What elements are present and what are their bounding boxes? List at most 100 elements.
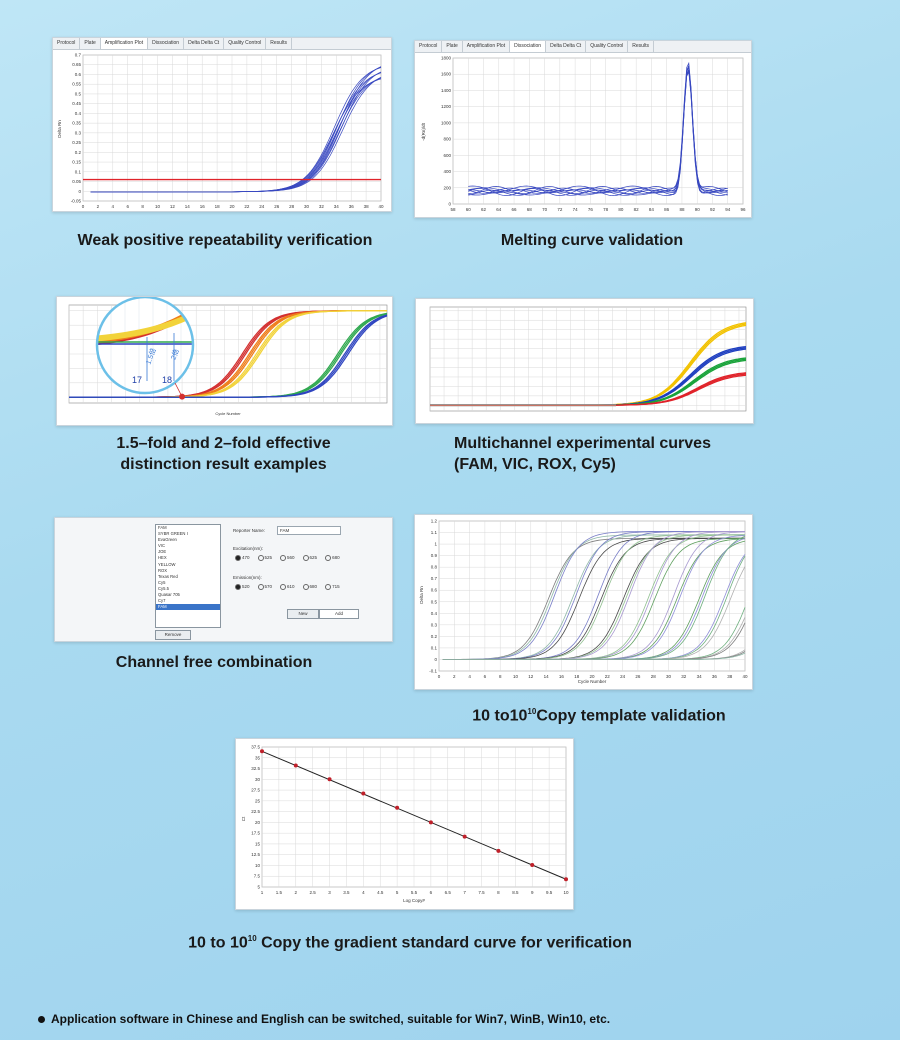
plot-area bbox=[429, 306, 747, 412]
channel-list-item[interactable]: JOE bbox=[158, 549, 167, 555]
y-tick-label: 0.5 bbox=[75, 91, 82, 96]
caption-multichannel-line2: (FAM, VIC, ROX, Cy5) bbox=[454, 456, 616, 473]
y-tick-label: 25 bbox=[255, 798, 261, 803]
tab-dissociation[interactable]: Dissociation bbox=[148, 38, 185, 49]
y-tick-label: -0.1 bbox=[429, 669, 437, 674]
channel-list-item[interactable]: Quasar 705 bbox=[158, 592, 180, 598]
channel-list-item[interactable]: FAM bbox=[158, 525, 167, 530]
y-tick-label: 0.1 bbox=[75, 169, 82, 174]
y-tick-label: 0.3 bbox=[75, 130, 82, 135]
tab-amplification-plot[interactable]: Amplification Plot bbox=[463, 41, 511, 52]
x-tick-label: 24 bbox=[620, 674, 626, 679]
tab-delta-delta-ct[interactable]: Delta Delta Ct bbox=[184, 38, 225, 49]
caption-fold: 1.5–fold and 2–fold effective distinctio… bbox=[56, 433, 391, 475]
tab-amplification-plot[interactable]: Amplification Plot bbox=[100, 38, 149, 49]
channel-list-item[interactable]: EvaGreen bbox=[158, 537, 177, 543]
x-tick-label: 10 bbox=[563, 890, 569, 895]
remove-button[interactable]: Remove bbox=[155, 630, 191, 640]
radio-option[interactable]: 610 bbox=[280, 584, 295, 590]
x-tick-label: 92 bbox=[710, 207, 716, 212]
radio-icon bbox=[235, 584, 241, 590]
channel-list-item[interactable]: Cy7 bbox=[158, 598, 166, 604]
x-tick-label: 22 bbox=[244, 204, 250, 209]
x-tick-label: 12 bbox=[170, 204, 176, 209]
x-tick-label: 70 bbox=[542, 207, 548, 212]
x-tick-label: 6.5 bbox=[445, 890, 452, 895]
tab-protocol[interactable]: Protocol bbox=[415, 41, 443, 52]
radio-icon bbox=[302, 555, 309, 561]
radio-option[interactable]: 680 bbox=[302, 584, 317, 590]
channel-list-item[interactable]: YELLOW bbox=[158, 561, 176, 567]
channel-list-item[interactable]: SYBR GREEN I bbox=[158, 531, 188, 537]
y-tick-label: 0.7 bbox=[431, 576, 438, 581]
y-tick-label: 0 bbox=[448, 202, 451, 207]
tab-dissociation[interactable]: Dissociation bbox=[510, 41, 547, 52]
y-tick-label: 0.2 bbox=[431, 634, 438, 639]
x-tick-label: 14 bbox=[185, 204, 191, 209]
tab-plate[interactable]: Plate bbox=[442, 41, 463, 52]
radio-option[interactable]: 560 bbox=[280, 555, 295, 561]
y-tick-label: 0.45 bbox=[72, 101, 81, 106]
channel-list-item[interactable]: Texas Red bbox=[158, 573, 178, 579]
tab-results[interactable]: Results bbox=[628, 41, 654, 52]
channel-list-item[interactable]: Cy5 bbox=[158, 579, 166, 585]
radio-option[interactable]: 570 bbox=[257, 584, 272, 590]
radio-option[interactable]: 625 bbox=[302, 555, 317, 561]
y-tick-label: 5 bbox=[257, 885, 260, 890]
tab-delta-delta-ct[interactable]: Delta Delta Ct bbox=[546, 41, 587, 52]
add-button[interactable]: Add bbox=[319, 609, 359, 619]
radio-option[interactable]: 715 bbox=[325, 584, 340, 590]
caption-gradient-suffix: Copy the gradient standard curve for ver… bbox=[256, 934, 632, 952]
x-tick-label: 82 bbox=[634, 207, 640, 212]
footer-note-text: Application software in Chinese and Engl… bbox=[51, 1012, 611, 1026]
tab-quality-control[interactable]: Quality Control bbox=[586, 41, 629, 52]
y-tick-label: 17.5 bbox=[251, 831, 260, 836]
y-tick-label: 0.4 bbox=[75, 111, 82, 116]
y-tick-label: 22.5 bbox=[251, 809, 260, 814]
data-point bbox=[564, 877, 568, 882]
y-tick-label: 0.35 bbox=[72, 121, 81, 126]
y-axis-label: Ct bbox=[241, 816, 246, 821]
radio-option[interactable]: 680 bbox=[325, 555, 340, 561]
multichannel-panel bbox=[415, 298, 754, 424]
x-tick-label: 68 bbox=[527, 207, 533, 212]
x-tick-label: 2 bbox=[453, 674, 456, 679]
x-tick-label: 96 bbox=[740, 207, 746, 212]
x-tick-label: 26 bbox=[635, 674, 641, 679]
radio-option[interactable]: 525 bbox=[257, 555, 272, 561]
channel-list-item[interactable]: ROX bbox=[158, 567, 168, 573]
data-point bbox=[327, 777, 332, 782]
x-tick-label: 7.5 bbox=[478, 890, 485, 895]
y-tick-label: 0.8 bbox=[431, 565, 438, 570]
x-tick-label: 24 bbox=[259, 204, 265, 209]
radio-option[interactable]: 520 bbox=[235, 584, 250, 590]
x-tick-label: 32 bbox=[681, 674, 687, 679]
x-tick-label: 4 bbox=[468, 674, 471, 679]
y-tick-label: 27.5 bbox=[251, 788, 260, 793]
channel-list-item[interactable]: FAM bbox=[156, 604, 220, 611]
caption-fold-line2: distinction result examples bbox=[120, 456, 327, 473]
x-tick-label: 20 bbox=[229, 204, 235, 209]
y-tick-label: 1 bbox=[434, 542, 437, 547]
tab-protocol[interactable]: Protocol bbox=[53, 38, 81, 49]
channel-list-item[interactable]: HEX bbox=[158, 555, 167, 561]
reporter-name-input[interactable]: FAM bbox=[277, 526, 341, 535]
regression-line bbox=[261, 750, 567, 880]
tab-quality-control[interactable]: Quality Control bbox=[224, 38, 267, 49]
channel-list[interactable]: FAM SYBR GREEN I EvaGreen VIC JOE HEX YELLOW RO… bbox=[155, 524, 221, 628]
radio-option[interactable]: 470 bbox=[235, 555, 250, 561]
new-button[interactable]: New bbox=[287, 609, 319, 619]
data-point bbox=[462, 834, 467, 839]
x-tick-label: 9.5 bbox=[546, 890, 553, 895]
y-tick-label: 800 bbox=[443, 137, 451, 142]
x-tick-label: 34 bbox=[334, 204, 340, 209]
data-point bbox=[428, 820, 433, 825]
channel-list-item[interactable]: Cy5.5 bbox=[158, 585, 169, 591]
x-tick-label: 4 bbox=[362, 890, 365, 895]
x-tick-label: 40 bbox=[742, 674, 748, 679]
tab-plate[interactable]: Plate bbox=[80, 38, 101, 49]
tab-results[interactable]: Results bbox=[266, 38, 292, 49]
x-tick-label: 18 bbox=[574, 674, 580, 679]
x-tick-label: 2.5 bbox=[310, 890, 317, 895]
channel-list-item[interactable]: VIC bbox=[158, 543, 165, 549]
